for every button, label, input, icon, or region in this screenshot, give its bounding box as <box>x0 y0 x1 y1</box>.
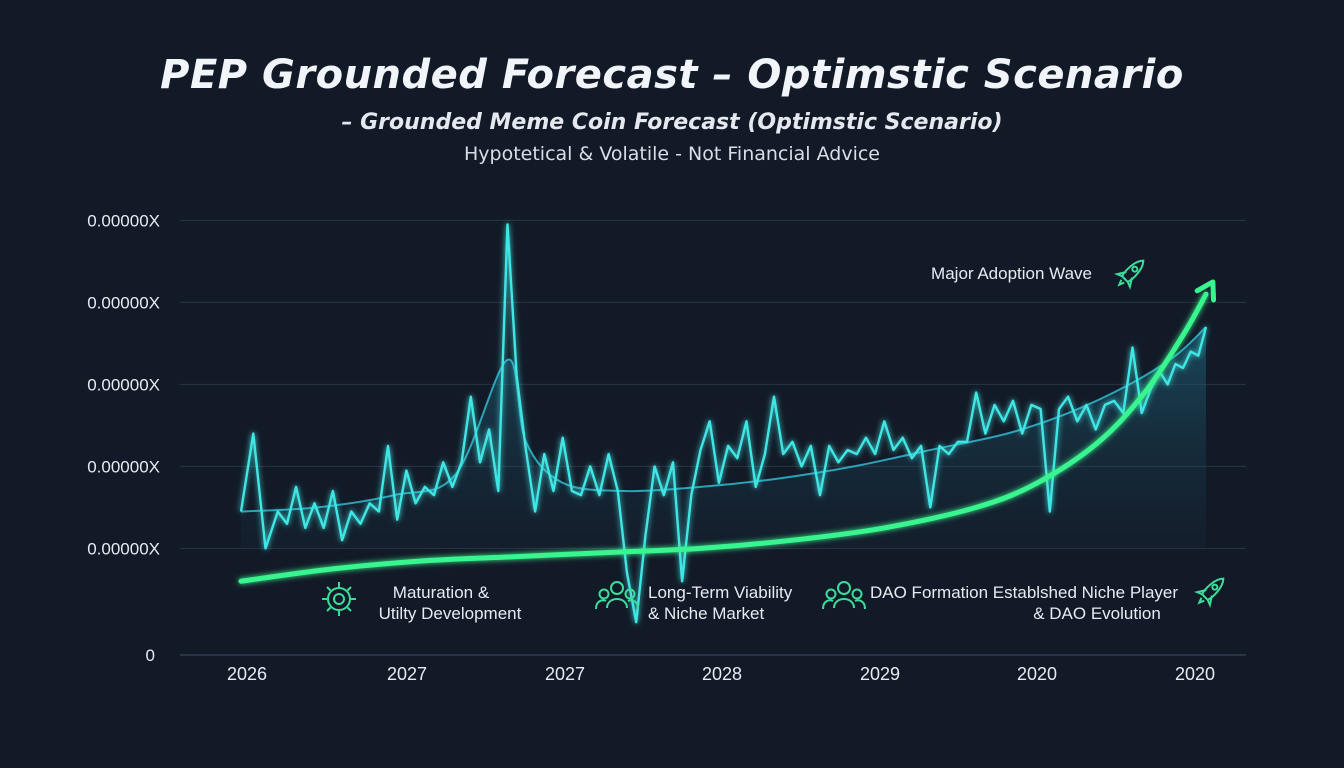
forecast-arrow-head <box>1194 279 1217 303</box>
y-axis-ticks: 0.00000X 0.00000X 0.00000X 0.00000X 0.00000X… <box>87 211 160 665</box>
forecast-arrow-line <box>238 291 1209 584</box>
annotation-dao-line2: & DAO Evolution <box>1033 604 1161 623</box>
x-tick-label: 2020 <box>1175 664 1215 684</box>
series <box>238 223 1217 624</box>
x-tick-label: 2027 <box>545 664 585 684</box>
y-tick-label: 0.00000X <box>87 539 160 558</box>
y-tick-label: 0 <box>146 646 155 665</box>
x-tick-label: 2026 <box>227 664 267 684</box>
group-icon <box>822 581 866 610</box>
annotation-maturation: Maturation & Utilty Development <box>322 582 522 623</box>
x-tick-label: 2029 <box>860 664 900 684</box>
x-axis-ticks: 2026 2027 2027 2028 2029 2020 2020 <box>227 664 1215 684</box>
y-tick-label: 0.00000X <box>87 457 160 476</box>
annotation-dao: DAO Formation Establshed Niche Player & … <box>822 577 1225 623</box>
x-tick-label: 2028 <box>702 664 742 684</box>
group-icon <box>595 581 639 610</box>
trend-area-fill <box>241 327 1206 549</box>
volatile-price-line <box>239 223 1208 624</box>
annotation-viability-line1: Long-Term Viability <box>648 583 793 602</box>
annotation-dao-line1: DAO Formation Establshed Niche Player <box>870 583 1178 602</box>
annotation-maturation-line1: Maturation & <box>393 583 490 602</box>
x-tick-label: 2027 <box>387 664 427 684</box>
annotation-adoption: Major Adoption Wave <box>931 259 1145 291</box>
rocket-icon <box>1113 259 1145 291</box>
annotation-viability: Long-Term Viability & Niche Market <box>595 581 793 623</box>
trend-area <box>241 327 1206 549</box>
x-tick-label: 2020 <box>1017 664 1057 684</box>
annotation-adoption-label: Major Adoption Wave <box>931 264 1092 283</box>
annotation-viability-line2: & Niche Market <box>648 604 764 623</box>
trend-line <box>240 326 1207 513</box>
gear-icon <box>322 582 356 616</box>
annotation-maturation-line2: Utilty Development <box>379 604 522 623</box>
y-tick-label: 0.00000X <box>87 375 160 394</box>
chart-subtitle: – Grounded Meme Coin Forecast (Optimstic… <box>341 110 1003 135</box>
y-tick-label: 0.00000X <box>87 211 160 230</box>
chart-disclaimer: Hypotetical & Volatile - Not Financial A… <box>464 143 880 165</box>
chart-title: PEP Grounded Forecast – Optimstic Scenar… <box>160 52 1184 98</box>
y-tick-label: 0.00000X <box>87 293 160 312</box>
rocket-icon <box>1193 577 1225 609</box>
